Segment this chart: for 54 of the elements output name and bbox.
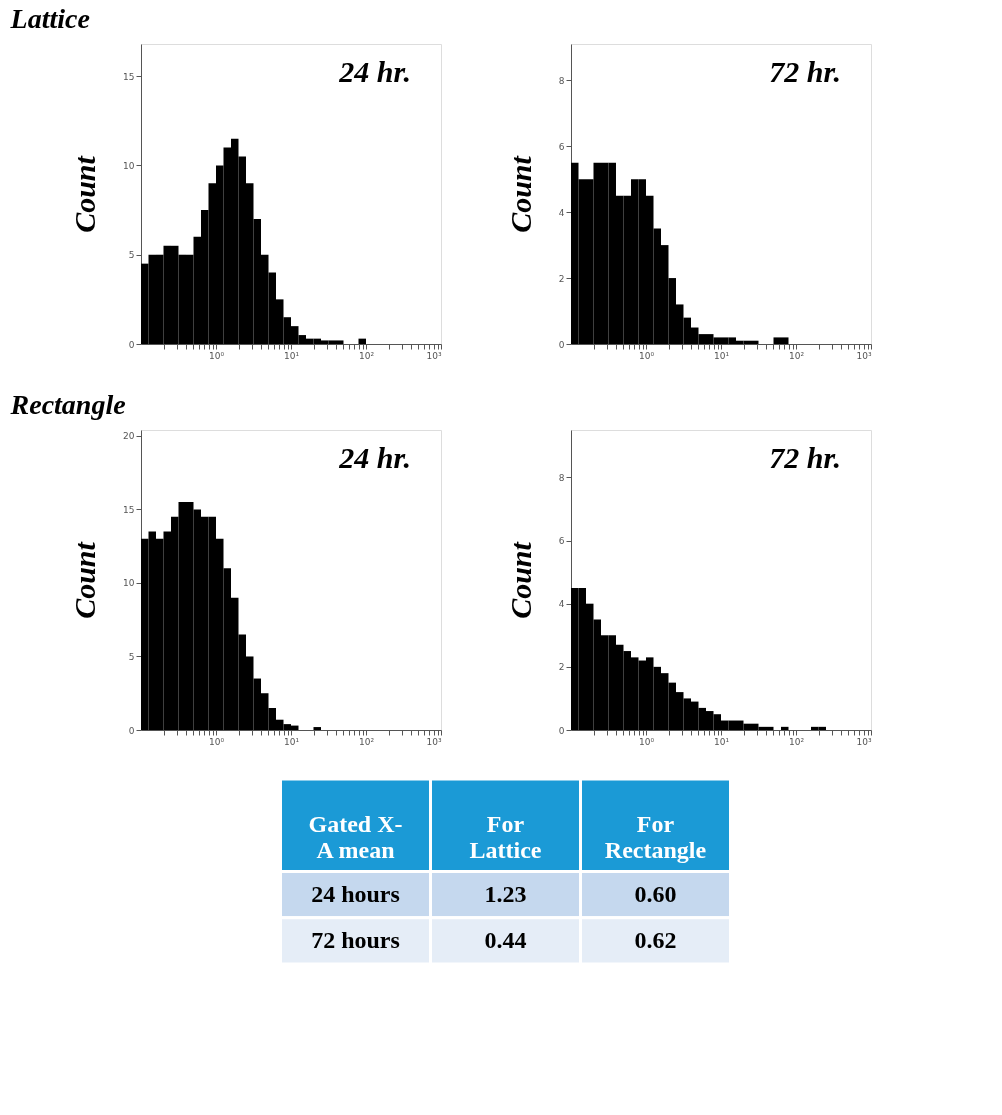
y-tick-label: 2 [558,662,565,673]
x-tick-label: 10³ [856,350,872,361]
x-tick-label: 10¹ [283,736,300,747]
x-tick-label: 10² [788,736,805,747]
category-label: For Rectangle [604,811,707,864]
y-axis-title: Count [503,154,537,233]
x-tick-label: 10⁰ [208,736,225,747]
y-tick-label: 4 [558,599,565,610]
text: 0.44 [484,926,527,953]
y-tick-label: 0 [558,339,565,350]
y-tick-label: 6 [558,141,565,152]
text: 0.62 [634,926,677,953]
y-tick-label: 8 [558,75,565,86]
y-axis-title: Count [68,540,102,619]
x-tick-label: 10³ [426,350,442,361]
x-tick-label: 10² [358,350,375,361]
x-tick-label: 10² [358,736,375,747]
y-axis-title: Count [68,154,102,233]
category-label: 72 hours [311,926,400,953]
y-tick-label: 0 [558,725,565,736]
annotation: 24 hr. [338,441,411,474]
category-label: 24 hours [311,880,400,907]
y-tick-label: 0 [128,725,135,736]
text: Gated X-A mean [308,811,403,864]
x-tick-label: 10⁰ [208,350,225,361]
y-tick-label: 6 [558,536,565,547]
y-tick-label: 8 [558,472,565,483]
text: 0.60 [634,880,677,907]
x-tick-label: 10¹ [283,350,300,361]
text: 1.23 [484,880,527,907]
chart-title: Lattice [9,3,90,34]
x-tick-label: 10² [788,350,805,361]
x-tick-label: 10⁰ [638,736,655,747]
chart-title: Rectangle [9,389,126,420]
annotation: 72 hr. [769,55,841,88]
y-tick-label: 10 [123,578,135,589]
y-tick-label: 15 [123,504,135,515]
y-tick-label: 5 [128,250,135,261]
y-tick-label: 2 [558,273,565,284]
y-tick-label: 4 [558,207,565,218]
y-axis-title: Count [503,540,537,619]
y-tick-label: 0 [128,339,135,350]
x-tick-label: 10⁰ [638,350,655,361]
x-tick-label: 10¹ [713,736,730,747]
y-tick-label: 10 [123,160,135,171]
y-tick-label: 5 [128,651,135,662]
x-tick-label: 10¹ [713,350,730,361]
x-tick-label: 10³ [426,736,442,747]
category-label: For Lattice [469,811,542,864]
x-tick-label: 10³ [856,736,872,747]
annotation: 72 hr. [769,441,841,474]
annotation: 24 hr. [338,55,411,88]
y-tick-label: 15 [123,71,135,82]
y-tick-label: 20 [123,431,135,442]
